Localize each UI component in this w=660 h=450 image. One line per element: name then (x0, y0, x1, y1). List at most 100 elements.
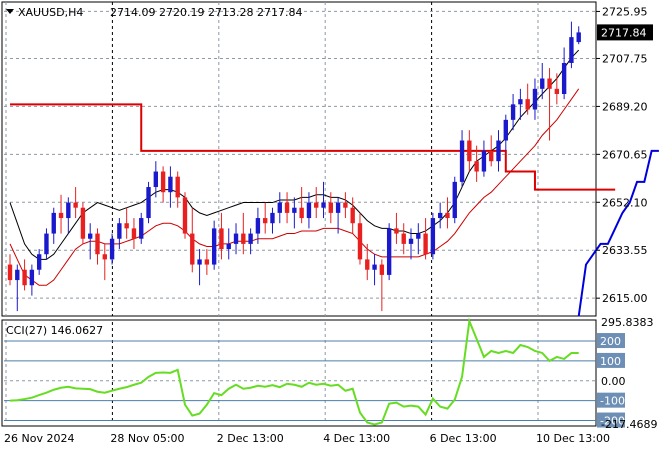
candle (474, 145, 479, 182)
candle-body (481, 150, 487, 172)
candle-body (386, 228, 392, 275)
candle-body (168, 176, 173, 193)
candle (88, 223, 93, 260)
candle (36, 249, 42, 275)
stop-line-red (10, 103, 616, 191)
candle (540, 62, 545, 100)
candle-body (22, 269, 27, 286)
candle (124, 207, 129, 239)
candle-body (401, 233, 406, 244)
candle (263, 202, 268, 234)
stop-lines (10, 103, 659, 317)
candle (197, 249, 202, 286)
candle (343, 192, 348, 219)
candle-body (139, 218, 144, 239)
candle-body (153, 171, 159, 188)
candle-body (15, 269, 20, 281)
candle (314, 187, 319, 219)
candle (496, 130, 501, 172)
time-label: 26 Nov 2024 (4, 432, 74, 445)
candle (423, 218, 428, 260)
candle-body (365, 259, 370, 270)
candle-body (445, 212, 450, 219)
candle-body (255, 218, 261, 234)
candle-body (314, 202, 319, 208)
candle-body (569, 37, 574, 63)
candle (146, 181, 151, 224)
candle (379, 259, 385, 312)
candle-body (95, 233, 100, 255)
candle (306, 192, 312, 229)
candle-body (175, 176, 180, 198)
candle (489, 135, 494, 167)
candle-body (131, 228, 137, 239)
price-axis: 2725.95 2707.75 2689.20 2670.65 2652.10 2633.… (596, 5, 653, 305)
candle (350, 197, 355, 234)
candle (255, 207, 261, 244)
candle-body (518, 99, 523, 105)
cci-level-box (597, 392, 625, 408)
candle-body (452, 181, 457, 219)
candle (22, 259, 27, 291)
cci-tick-label: -100 (600, 395, 625, 408)
candle-body (270, 212, 275, 224)
candle-body (117, 223, 122, 239)
candle (299, 187, 304, 224)
candle-body (292, 207, 297, 213)
candle-body (343, 202, 348, 208)
current-price-label: 2717.84 (601, 26, 647, 39)
candle (168, 166, 173, 208)
candle (277, 192, 282, 224)
candle-body (306, 202, 312, 219)
candle (241, 212, 246, 255)
candle (219, 212, 224, 260)
candle-body (102, 254, 107, 260)
candle (459, 130, 465, 188)
price-tick-label: 2707.75 (602, 52, 648, 65)
time-label: 2 Dec 13:00 (217, 432, 284, 445)
candle (175, 171, 180, 208)
candle (328, 192, 333, 224)
cci-level-box (597, 333, 625, 349)
chart-symbol: XAUUSD,H4 (18, 6, 83, 19)
candle-body (66, 202, 71, 219)
candle-body (328, 202, 333, 213)
cci-axis: 295.8383 200 100 0.00 -100 -200-217.4689 (597, 316, 657, 431)
candle (554, 73, 560, 105)
candle (109, 233, 115, 265)
candle-body (88, 233, 93, 239)
candle (233, 223, 239, 255)
candle-body (525, 99, 530, 110)
candle (204, 249, 210, 275)
candle-body (80, 207, 86, 239)
cci-tick-label: 200 (600, 335, 621, 348)
cci-level-box (597, 352, 625, 368)
candle-body (263, 218, 268, 224)
candle-body (335, 202, 341, 213)
ma-line-red (9, 88, 580, 286)
candle-body (561, 62, 567, 95)
candle (66, 197, 71, 234)
cci-level-box (597, 412, 625, 428)
candle-body (124, 223, 129, 229)
candle-body (532, 88, 538, 110)
candle (335, 197, 341, 234)
candle-body (379, 264, 385, 275)
candle (445, 197, 450, 229)
candle (226, 228, 231, 260)
candle (153, 161, 159, 198)
candle-body (29, 269, 35, 286)
main-pane-frame (1, 1, 597, 317)
candle (525, 83, 530, 115)
candle (182, 192, 188, 239)
cci-tick-label: -217.4689 (601, 418, 657, 431)
price-tick-label: 2725.95 (602, 5, 648, 18)
triangle-down-icon[interactable] (6, 9, 14, 14)
candle (401, 223, 406, 255)
candle-body (226, 243, 231, 250)
candles (7, 21, 581, 312)
candle-body (496, 140, 501, 162)
candle (29, 264, 35, 296)
candle-body (204, 259, 210, 265)
